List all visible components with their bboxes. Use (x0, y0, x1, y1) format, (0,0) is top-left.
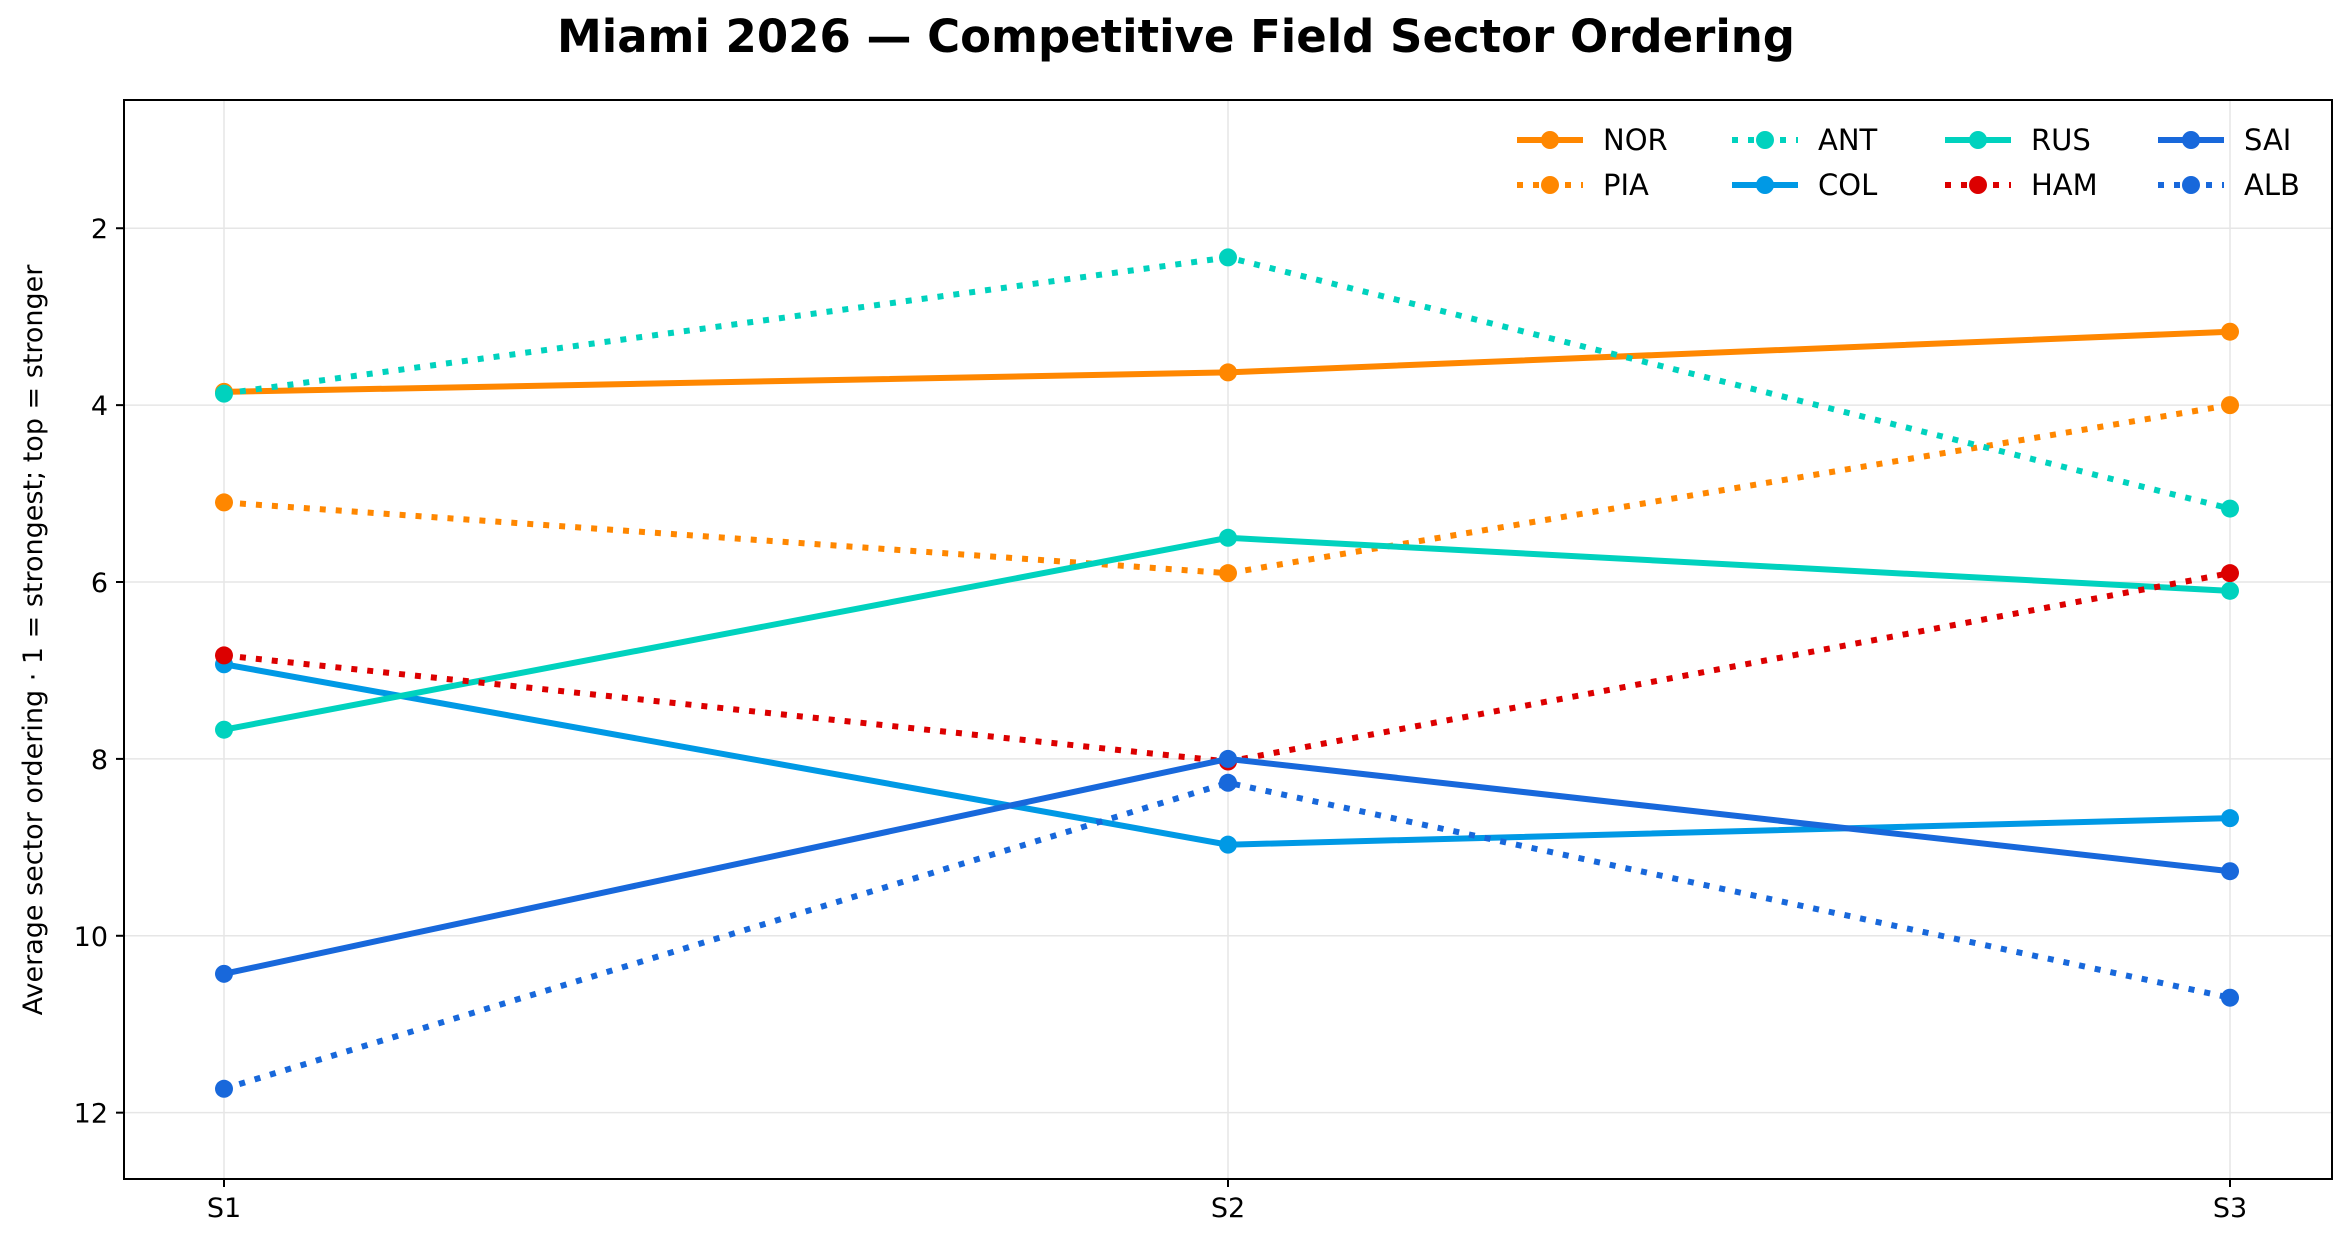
series-ham (215, 564, 2239, 771)
legend-marker (1756, 131, 1774, 149)
data-point (215, 493, 233, 512)
legend-marker (1756, 176, 1774, 194)
data-point (215, 1079, 233, 1098)
data-point (2221, 581, 2239, 600)
series-alb (215, 773, 2239, 1098)
legend: NOR PIA ANT COL RUS HAM SAI ALB (1517, 123, 2300, 202)
legend-label: COL (1818, 168, 1877, 202)
data-point (1219, 248, 1237, 267)
y-tick-label: 8 (91, 745, 108, 776)
y-tick-label: 4 (91, 391, 108, 422)
legend-item-sai: SAI (2158, 123, 2291, 157)
legend-label: PIA (1603, 168, 1649, 202)
data-point (1219, 835, 1237, 854)
series-pia (215, 396, 2239, 583)
data-point (215, 720, 233, 739)
series-nor (215, 322, 2239, 401)
legend-label: HAM (2031, 168, 2098, 202)
data-point (2221, 322, 2239, 341)
legend-item-rus: RUS (1945, 123, 2091, 157)
data-point (1219, 749, 1237, 768)
legend-item-ant: ANT (1732, 123, 1878, 157)
legend-label: ANT (1818, 123, 1878, 157)
series-layer (215, 248, 2239, 1098)
legend-marker (1541, 131, 1559, 149)
legend-marker (1969, 131, 1987, 149)
chart-title: Miami 2026 — Competitive Field Sector Or… (557, 10, 1795, 63)
y-tick-label: 10 (74, 922, 108, 953)
legend-marker (2182, 131, 2200, 149)
data-point (2221, 862, 2239, 881)
x-tick-label: S3 (2213, 1193, 2247, 1224)
data-point (2221, 809, 2239, 828)
data-point (1219, 363, 1237, 382)
legend-label: RUS (2031, 123, 2091, 157)
legend-item-pia: PIA (1517, 168, 1649, 202)
data-point (215, 384, 233, 403)
legend-label: ALB (2244, 168, 2300, 202)
series-line (223, 402, 2231, 577)
data-point (2221, 396, 2239, 415)
series-sai (215, 749, 2239, 983)
legend-marker (1969, 176, 1987, 194)
series-line (223, 779, 2231, 1092)
x-tick-label: S2 (1211, 1193, 1245, 1224)
legend-label: SAI (2244, 123, 2291, 157)
legend-item-ham: HAM (1945, 168, 2098, 202)
series-ant (215, 248, 2239, 518)
legend-item-col: COL (1732, 168, 1877, 202)
x-tick-label: S1 (207, 1193, 241, 1224)
data-point (215, 964, 233, 983)
data-point (1219, 773, 1237, 792)
data-point (1219, 528, 1237, 547)
axis-ticks: 2 4 6 8 10 12 S1 S2 S3 (74, 214, 2248, 1224)
data-point (1219, 564, 1237, 583)
y-tick-label: 12 (74, 1099, 108, 1130)
legend-item-nor: NOR (1517, 123, 1668, 157)
series-rus (215, 528, 2239, 739)
legend-marker (1541, 176, 1559, 194)
y-tick-label: 6 (91, 568, 108, 599)
legend-marker (2182, 176, 2200, 194)
series-line (223, 570, 2231, 765)
legend-label: NOR (1603, 123, 1668, 157)
series-line (223, 254, 2231, 512)
data-point (2221, 499, 2239, 518)
y-axis-label: Average sector ordering · 1 = strongest;… (18, 264, 49, 1016)
data-point (2221, 564, 2239, 583)
data-point (2221, 988, 2239, 1007)
legend-item-alb: ALB (2158, 168, 2300, 202)
y-tick-label: 2 (91, 214, 108, 245)
series-line (223, 328, 2231, 395)
data-point (215, 646, 233, 665)
